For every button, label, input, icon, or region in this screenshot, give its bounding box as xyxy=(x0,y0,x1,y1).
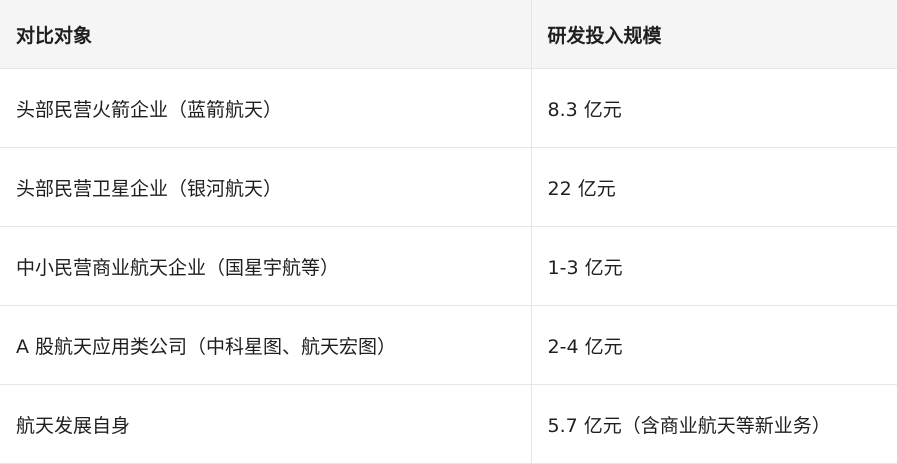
header-row: 对比对象 研发投入规模 xyxy=(0,0,897,69)
table-cell: 头部民营卫星企业（银河航天） xyxy=(0,147,532,227)
table-cell: 头部民营火箭企业（蓝箭航天） xyxy=(0,68,532,148)
table-cell: 中小民营商业航天企业（国星宇航等） xyxy=(0,226,532,306)
table-cell: 5.7 亿元（含商业航天等新业务） xyxy=(531,384,897,464)
table-cell: 航天发展自身 xyxy=(0,384,532,464)
table-cell: 22 亿元 xyxy=(531,147,897,227)
header-cell: 对比对象 xyxy=(0,0,532,69)
table-row: 头部民营火箭企业（蓝箭航天） 8.3 亿元 xyxy=(0,68,897,148)
table-cell: A 股航天应用类公司（中科星图、航天宏图） xyxy=(0,305,532,385)
table-cell: 2-4 亿元 xyxy=(531,305,897,385)
header-cell: 研发投入规模 xyxy=(531,0,897,69)
table-cell: 1-3 亿元 xyxy=(531,226,897,306)
table-cell: 8.3 亿元 xyxy=(531,68,897,148)
table-row: 航天发展自身 5.7 亿元（含商业航天等新业务） xyxy=(0,384,897,464)
table-row: 头部民营卫星企业（银河航天） 22 亿元 xyxy=(0,147,897,227)
table-body: 头部民营火箭企业（蓝箭航天） 8.3 亿元 头部民营卫星企业（银河航天） 22 亿元中… xyxy=(0,68,897,464)
table-row: A 股航天应用类公司（中科星图、航天宏图） 2-4 亿元 xyxy=(0,305,897,385)
table-row: 中小民营商业航天企业（国星宇航等） 1-3 亿元 xyxy=(0,226,897,306)
